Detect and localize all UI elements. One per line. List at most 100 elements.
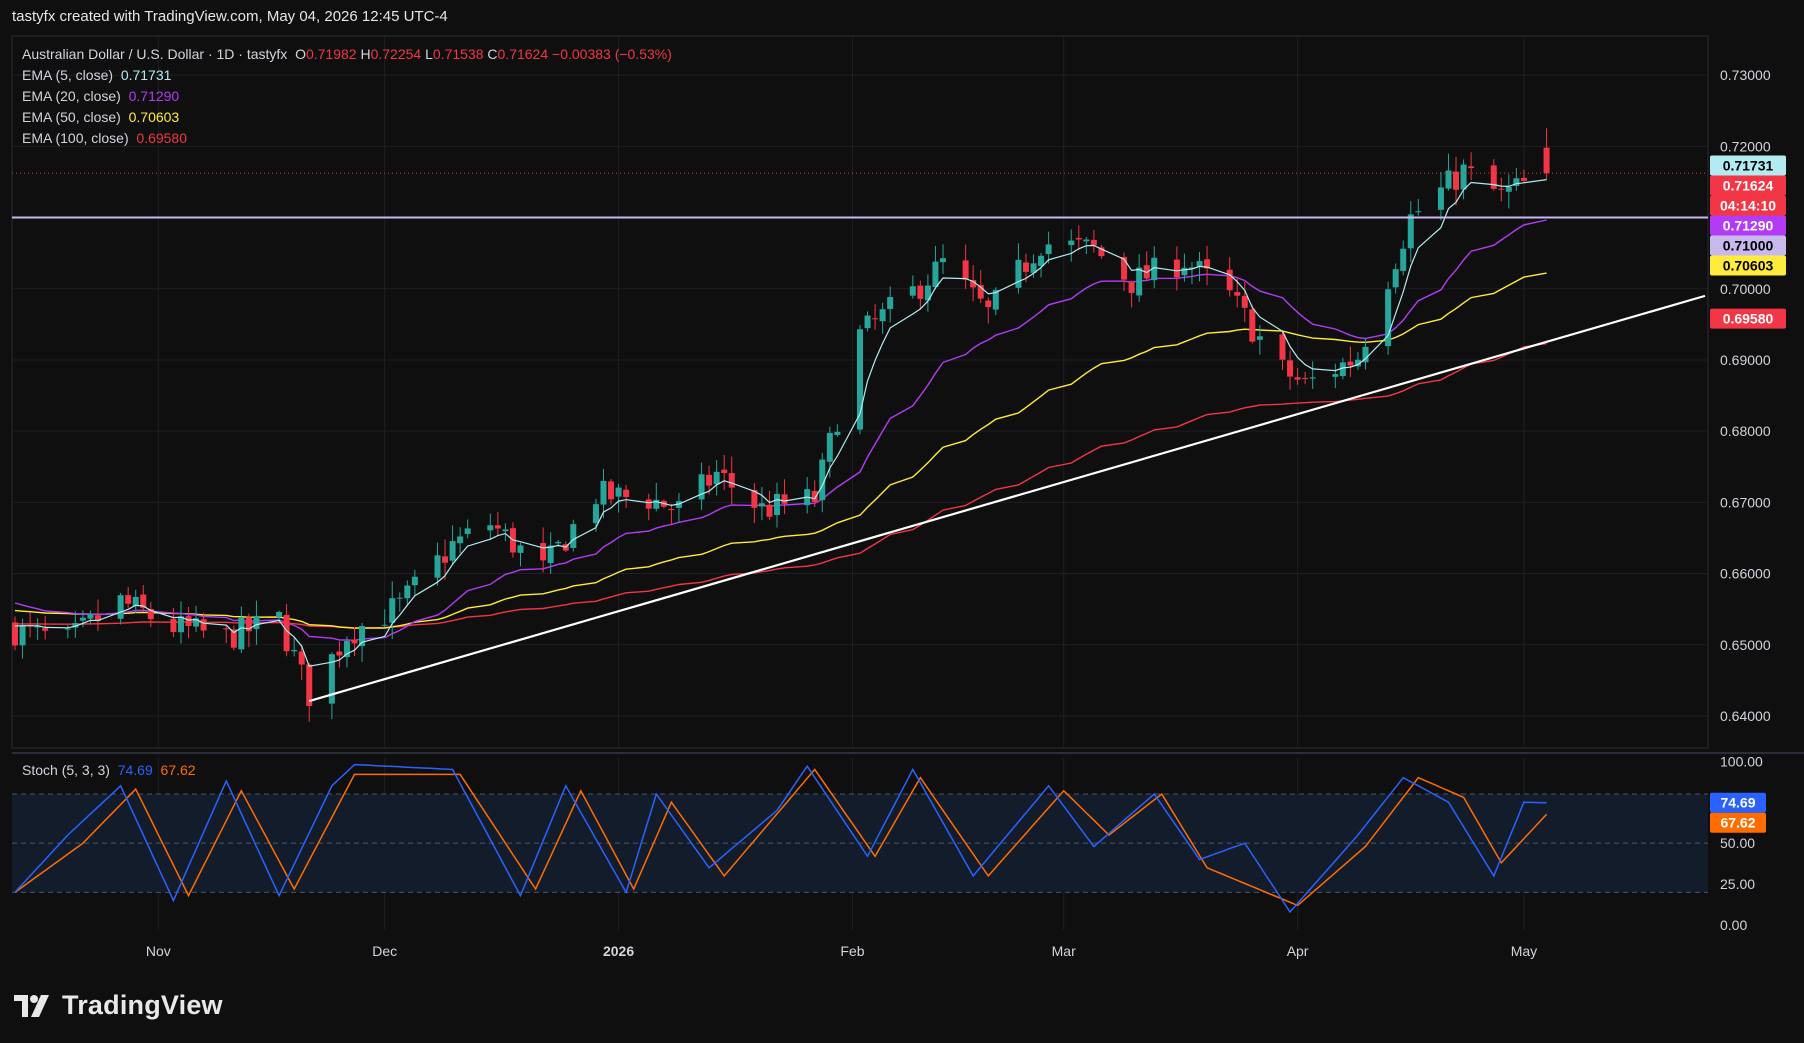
stoch-tag-text: 74.69 [1720, 795, 1755, 811]
candle-body [1354, 359, 1361, 367]
candle-body [64, 628, 71, 630]
stoch-k-line [14, 763, 1547, 914]
candle [766, 490, 773, 520]
candle [1347, 346, 1354, 377]
ema100-legend[interactable]: EMA (100, close) 0.69580 [22, 128, 672, 149]
candle-body [1188, 267, 1195, 269]
candle [698, 462, 705, 510]
tradingview-logo[interactable]: TradingView [14, 990, 223, 1021]
candle-body [992, 289, 999, 310]
ema20-path [14, 219, 1547, 642]
candle [1090, 229, 1097, 253]
candle-body [985, 300, 992, 308]
candle-body [87, 614, 94, 619]
candle [442, 539, 449, 580]
candle-body [1249, 309, 1256, 342]
candle-body [291, 650, 298, 652]
candle-body [12, 622, 18, 646]
candle-body [223, 628, 230, 630]
ema5-legend[interactable]: EMA (5, close) 0.71731 [22, 65, 672, 86]
candle-body [230, 629, 237, 648]
candle-body [1022, 262, 1029, 272]
candle-body [245, 617, 252, 632]
candle [592, 498, 599, 532]
candle [336, 641, 343, 668]
candle-body [1339, 362, 1346, 377]
candle-body [1128, 282, 1135, 293]
candle-body [1385, 289, 1392, 347]
high-label: H [360, 46, 371, 62]
stoch-tick-label: 25.00 [1720, 876, 1755, 892]
candle [774, 482, 781, 528]
candle-body [1520, 177, 1527, 181]
ema100-legend-value: 0.69580 [136, 130, 187, 146]
price-tick-label: 0.65000 [1720, 637, 1771, 653]
stoch-legend[interactable]: Stoch (5, 3, 3) 74.69 67.62 [22, 762, 196, 778]
ema20-legend[interactable]: EMA (20, close) 0.71290 [22, 86, 672, 107]
candle [306, 663, 313, 722]
price-tag-text: 0.71000 [1723, 238, 1774, 254]
candle [985, 297, 992, 324]
candle [34, 618, 41, 640]
candle-body [449, 541, 456, 561]
candle [1468, 152, 1475, 181]
trendline[interactable] [308, 294, 1706, 703]
candle [570, 519, 577, 552]
candle-body [404, 585, 411, 599]
candle [879, 302, 886, 334]
low-label: L [425, 46, 433, 62]
candle-body [1075, 237, 1082, 240]
candle-body [698, 474, 705, 500]
candle [200, 612, 207, 639]
stoch-tick-label: 100.00 [1720, 753, 1763, 769]
ema100-path [14, 342, 1547, 629]
candle [653, 482, 660, 512]
ema50-legend[interactable]: EMA (50, close) 0.70603 [22, 107, 672, 128]
candle [177, 601, 184, 644]
candle-body [1098, 247, 1105, 257]
symbol-title: Australian Dollar / U.S. Dollar · 1D · t… [22, 46, 288, 62]
candle [132, 589, 139, 614]
candle-body [570, 524, 577, 548]
candle-body [1407, 214, 1414, 249]
change-value: −0.00383 (−0.53%) [552, 46, 672, 62]
candle [253, 600, 260, 645]
candle-body [751, 489, 758, 508]
candle-body [766, 504, 773, 517]
candle-body [1030, 263, 1037, 273]
candle-body [1332, 374, 1339, 377]
candle [94, 599, 101, 632]
candle-body [336, 651, 343, 656]
candle-body [811, 490, 818, 502]
candle [1407, 201, 1414, 262]
ema20-line [14, 219, 1547, 642]
candle-body [147, 609, 154, 620]
price-tick-label: 0.67000 [1720, 494, 1771, 510]
candle-body [623, 489, 630, 498]
candle-body [1068, 240, 1075, 246]
stoch-d-value: 67.62 [160, 762, 196, 778]
candle [1128, 280, 1135, 308]
candle-body [125, 595, 132, 604]
candle-body [1083, 239, 1090, 242]
candle-body [1287, 360, 1294, 377]
ema50-path [14, 272, 1547, 629]
stoch-pane [12, 763, 1708, 914]
candle-body [645, 499, 652, 509]
candle-body [1415, 211, 1422, 213]
candle [1498, 177, 1505, 202]
candle [1038, 252, 1045, 278]
price-tick-label: 0.66000 [1720, 566, 1771, 582]
candle-body [1347, 361, 1354, 366]
price-tag-text: 0.69580 [1723, 311, 1774, 327]
price-tag-bg [1710, 195, 1786, 216]
candle [758, 486, 765, 521]
candle-body [238, 617, 245, 650]
candle [381, 609, 388, 627]
candle [230, 625, 237, 651]
candle [600, 468, 607, 519]
candle-body [42, 628, 49, 631]
stoch-tick-label: 0.00 [1720, 917, 1747, 933]
price-tag: 0.71000 [1710, 235, 1786, 256]
